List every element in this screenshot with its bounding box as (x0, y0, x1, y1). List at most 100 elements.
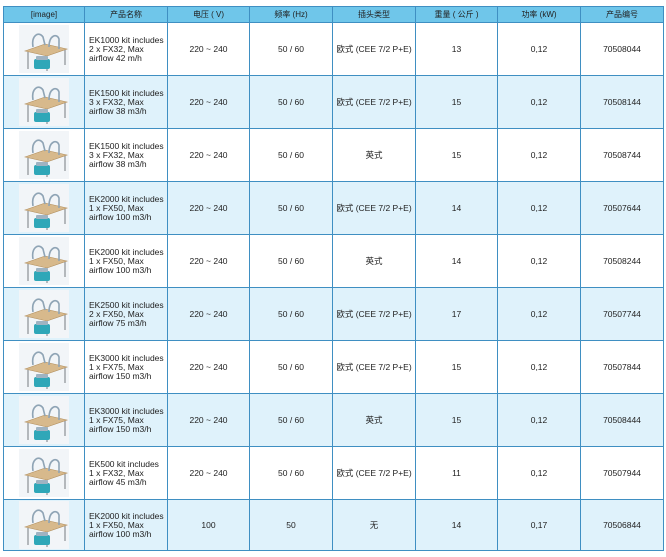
voltage-cell: 220 ~ 240 (167, 181, 250, 235)
product-name-line: 2 x FX32, Max (89, 43, 144, 54)
voltage-cell: 220 ~ 240 (167, 446, 250, 500)
product-name-line: airflow 150 m3/h (89, 370, 152, 381)
product-name-cell: EK2500 kit includes 2 x FX50, Max airflow … (84, 287, 168, 341)
header-plug-type: 插头类型 (332, 6, 416, 23)
plug-type-cell: 无 (332, 499, 416, 551)
table-row: EK2000 kit includes 1 x FX50, Max airflow … (3, 499, 664, 551)
product-name-line: 1 x FX50, Max (89, 519, 144, 530)
frequency-cell: 50 / 60 (249, 75, 333, 129)
product-name-cell: EK1500 kit includes 3 x FX32, Max airflow … (84, 128, 168, 182)
product-name-line: 1 x FX32, Max (89, 467, 144, 478)
product-name-line: EK2500 kit includes (89, 299, 164, 310)
product-code-cell: 70508444 (580, 393, 664, 447)
product-name-line: 2 x FX50, Max (89, 308, 144, 319)
frequency-cell: 50 / 60 (249, 128, 333, 182)
product-name-line: airflow 150 m3/h (89, 423, 152, 434)
product-name-line: EK1000 kit includes (89, 34, 164, 45)
voltage-cell: 220 ~ 240 (167, 22, 250, 76)
plug-type-cell: 英式 (332, 234, 416, 288)
plug-type-cell: 欧式 (CEE 7/2 P+E) (332, 22, 416, 76)
product-name-line: airflow 42 m/h (89, 52, 142, 63)
product-image (3, 234, 85, 288)
power-cell: 0,12 (497, 128, 581, 182)
frequency-cell: 50 / 60 (249, 22, 333, 76)
header-weight: 重量 ( 公斤 ) (415, 6, 498, 23)
product-name-cell: EK2000 kit includes 1 x FX50, Max airflow … (84, 181, 168, 235)
product-name-cell: EK1500 kit includes 3 x FX32, Max airflow … (84, 75, 168, 129)
header-voltage: 电压 ( V) (167, 6, 250, 23)
header-image: [image] (3, 6, 85, 23)
voltage-cell: 100 (167, 499, 250, 551)
table-row: EK500 kit includes 1 x FX32, Max airflow 4… (3, 446, 664, 500)
product-code-cell: 70507644 (580, 181, 664, 235)
frequency-cell: 50 / 60 (249, 393, 333, 447)
product-name-line: EK2000 kit includes (89, 193, 164, 204)
voltage-cell: 220 ~ 240 (167, 393, 250, 447)
power-cell: 0,17 (497, 499, 581, 551)
table-row: EK3000 kit includes 1 x FX75, Max airflow … (3, 340, 664, 394)
product-name-line: airflow 38 m3/h (89, 105, 147, 116)
frequency-cell: 50 / 60 (249, 234, 333, 288)
product-code-cell: 70507744 (580, 287, 664, 341)
frequency-cell: 50 (249, 499, 333, 551)
product-name-cell: EK3000 kit includes 1 x FX75, Max airflow … (84, 393, 168, 447)
header-product-code: 产品编号 (580, 6, 664, 23)
product-name-cell: EK2000 kit includes 1 x FX50, Max airflow … (84, 234, 168, 288)
header-power: 功率 (kW) (497, 6, 581, 23)
voltage-cell: 220 ~ 240 (167, 128, 250, 182)
header-product-name: 产品名称 (84, 6, 168, 23)
product-name-line: EK2000 kit includes (89, 510, 164, 521)
table-row: EK2000 kit includes 1 x FX50, Max airflow … (3, 234, 664, 288)
voltage-cell: 220 ~ 240 (167, 340, 250, 394)
product-name-line: EK1500 kit includes (89, 87, 164, 98)
product-name-line: 1 x FX50, Max (89, 255, 144, 266)
product-name-line: 3 x FX32, Max (89, 96, 144, 107)
product-name-line: 1 x FX50, Max (89, 202, 144, 213)
product-image (3, 446, 85, 500)
product-image (3, 75, 85, 129)
product-name-line: EK3000 kit includes (89, 352, 164, 363)
table-row: EK1500 kit includes 3 x FX32, Max airflow … (3, 128, 664, 182)
product-image (3, 22, 85, 76)
product-code-cell: 70507844 (580, 340, 664, 394)
product-name-line: EK500 kit includes (89, 458, 159, 469)
product-code-cell: 70508744 (580, 128, 664, 182)
product-name-line: EK2000 kit includes (89, 246, 164, 257)
voltage-cell: 220 ~ 240 (167, 287, 250, 341)
power-cell: 0,12 (497, 446, 581, 500)
plug-type-cell: 英式 (332, 128, 416, 182)
plug-type-cell: 欧式 (CEE 7/2 P+E) (332, 446, 416, 500)
product-spec-table: [image] 产品名称 电压 ( V) 频率 (Hz) 插头类型 重量 ( 公… (3, 6, 664, 551)
product-image (3, 181, 85, 235)
frequency-cell: 50 / 60 (249, 287, 333, 341)
plug-type-cell: 欧式 (CEE 7/2 P+E) (332, 287, 416, 341)
product-name-line: airflow 100 m3/h (89, 528, 152, 539)
table-row: EK1000 kit includes 2 x FX32, Max airflow … (3, 22, 664, 76)
plug-type-cell: 欧式 (CEE 7/2 P+E) (332, 181, 416, 235)
product-image (3, 499, 85, 551)
table-row: EK1500 kit includes 3 x FX32, Max airflow … (3, 75, 664, 129)
frequency-cell: 50 / 60 (249, 181, 333, 235)
weight-cell: 15 (415, 128, 498, 182)
product-name-cell: EK500 kit includes 1 x FX32, Max airflow 4… (84, 446, 168, 500)
weight-cell: 14 (415, 234, 498, 288)
product-name-line: airflow 45 m3/h (89, 476, 147, 487)
weight-cell: 15 (415, 340, 498, 394)
power-cell: 0,12 (497, 340, 581, 394)
plug-type-cell: 欧式 (CEE 7/2 P+E) (332, 340, 416, 394)
product-name-cell: EK1000 kit includes 2 x FX32, Max airflow … (84, 22, 168, 76)
weight-cell: 14 (415, 181, 498, 235)
product-name-line: 1 x FX75, Max (89, 361, 144, 372)
weight-cell: 17 (415, 287, 498, 341)
product-name-line: airflow 38 m3/h (89, 158, 147, 169)
weight-cell: 15 (415, 393, 498, 447)
header-frequency: 频率 (Hz) (249, 6, 333, 23)
power-cell: 0,12 (497, 287, 581, 341)
product-name-line: airflow 75 m3/h (89, 317, 147, 328)
voltage-cell: 220 ~ 240 (167, 75, 250, 129)
power-cell: 0,12 (497, 181, 581, 235)
product-name-cell: EK2000 kit includes 1 x FX50, Max airflow … (84, 499, 168, 551)
weight-cell: 15 (415, 75, 498, 129)
product-image (3, 340, 85, 394)
weight-cell: 11 (415, 446, 498, 500)
